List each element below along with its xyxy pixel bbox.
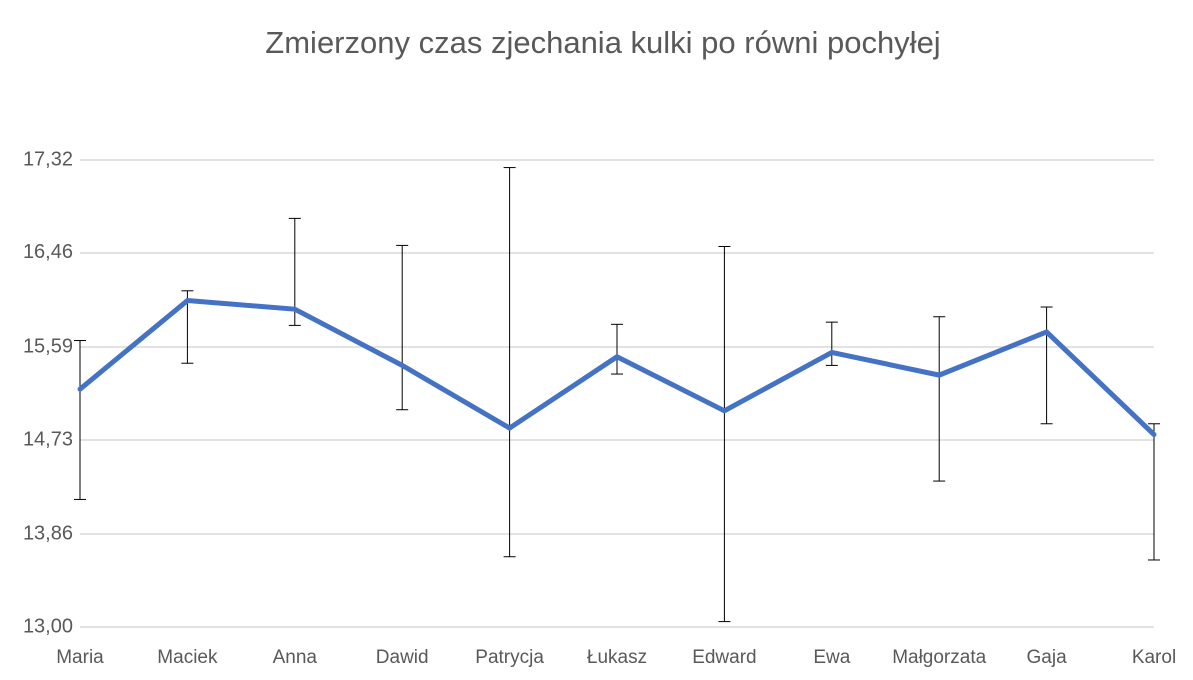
x-tick-label: Ewa	[813, 647, 850, 668]
x-tick-label: Gaja	[1027, 647, 1068, 668]
y-tick-label: 15,59	[23, 335, 73, 357]
data-line	[77, 298, 1157, 438]
x-tick-label: Maria	[56, 647, 104, 668]
y-tick-label: 13,86	[23, 522, 73, 544]
x-tick-label: Łukasz	[587, 647, 647, 668]
x-tick-label: Edward	[692, 647, 756, 668]
x-tick-label: Dawid	[376, 647, 429, 668]
chart-title: Zmierzony czas zjechania kulki po równi …	[265, 25, 940, 60]
x-tick-label: Patrycja	[475, 647, 544, 668]
y-tick-label: 16,46	[23, 241, 73, 263]
y-tick-label: 17,32	[23, 148, 73, 170]
y-tick-label: 13,00	[23, 615, 73, 637]
x-tick-label: Anna	[273, 647, 318, 668]
x-tick-label: Małgorzata	[892, 647, 986, 668]
x-tick-label: Karol	[1132, 647, 1176, 668]
x-tick-label: Maciek	[157, 647, 218, 668]
y-tick-label: 14,73	[23, 428, 73, 450]
